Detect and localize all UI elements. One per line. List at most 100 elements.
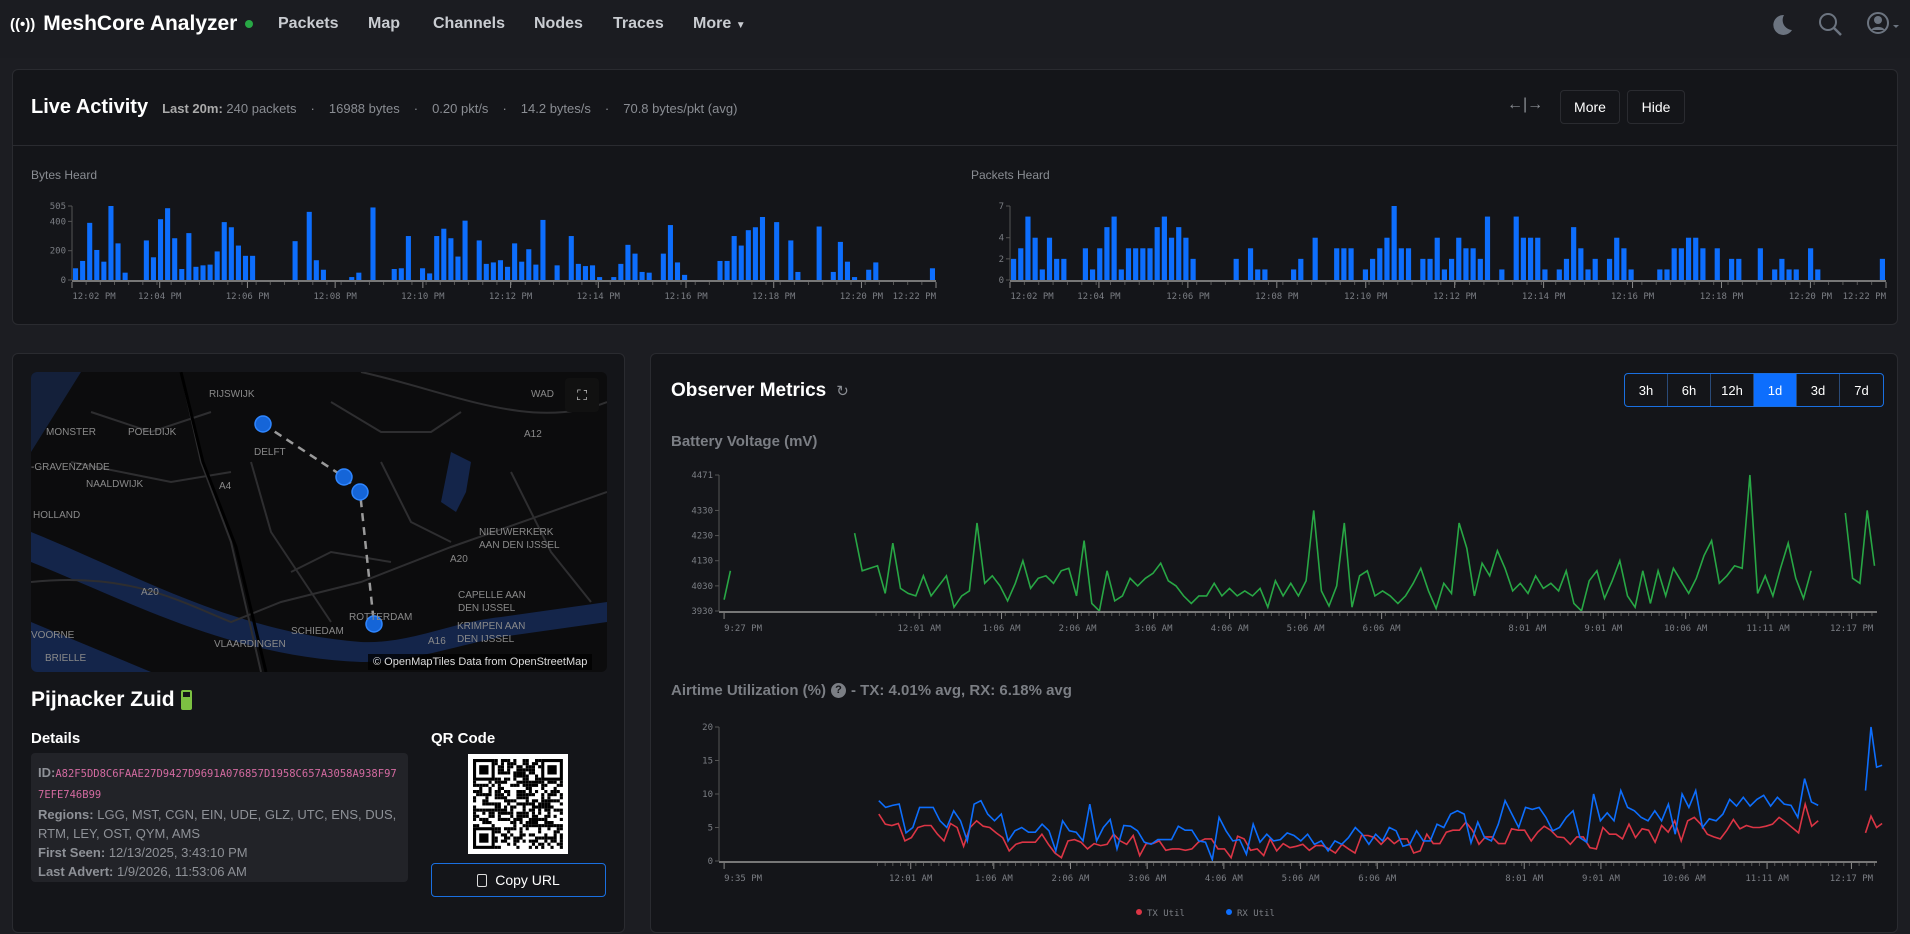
node-id[interactable]: A82F5DD8C6FAAE27D9427D9691A076857D1958C6… [38,768,397,801]
nav-channels[interactable]: Channels [433,15,506,32]
qr-module [513,799,517,803]
range-3h[interactable]: 3h [1625,374,1668,406]
x-tick-label: 12:22 PM [1843,292,1887,302]
qr-module [525,799,529,803]
qr-module [528,790,532,794]
map-label: RIJSWIJK [209,389,255,400]
qr-module [528,768,532,772]
help-icon[interactable]: ? [831,683,847,698]
qr-module [516,839,520,843]
user-account-icon[interactable] [1866,11,1902,37]
more-button[interactable]: More [1560,90,1620,124]
brand[interactable]: ((•)) MeshCore Analyzer [10,12,254,36]
map-label: A12 [524,429,542,440]
qr-module [513,805,517,809]
nav-packets[interactable]: Packets [278,15,339,32]
qr-module [541,793,545,797]
y-tick-label: 10 [702,790,713,800]
search-icon[interactable] [1817,11,1843,37]
copy-url-button[interactable]: Copy URL [431,863,606,897]
qr-module [525,814,529,818]
nav-traces[interactable]: Traces [613,15,664,32]
x-tick-label: 10:06 AM [1662,874,1706,884]
x-tick-label: 9:35 PM [724,874,763,884]
map-label: VOORNE [31,630,75,641]
bar [1449,258,1455,280]
dark-mode-moon-icon[interactable] [1768,12,1794,38]
qr-module [556,799,560,803]
node-card: RIJSWIJK MONSTER POELDIJK DELFT -GRAVENZANDE… [12,353,625,933]
qr-module [522,839,526,843]
bar [582,266,588,280]
qr-module [553,790,557,794]
bar [1513,216,1519,280]
qr-module [510,814,514,818]
qr-module [547,796,551,800]
qr-module [553,799,557,803]
qr-module [510,833,514,837]
qr-module [538,836,542,840]
bar [1700,248,1706,280]
map-label: A20 [450,554,468,565]
qr-module [500,839,504,843]
qr-module [507,790,511,794]
map-label: AAN DEN IJSSEL [479,540,560,551]
qr-module [541,786,545,790]
bar [1384,237,1390,280]
bytes-heard-chart: 0 200 400 505 12:02 PM 12:04 PM 12:06 PM 12:08 … [50,202,937,302]
qr-module [510,783,514,787]
battery-voltage-chart: 3930 4030 4130 4230 4330 4471 9:27 PM 12:01 AM 1… [691,471,1877,634]
bar [866,269,872,280]
fullscreen-icon[interactable]: ⛶ [565,378,599,412]
qr-module [507,768,511,772]
x-tick-label: 4:06 AM [1205,874,1244,884]
node-map[interactable]: RIJSWIJK MONSTER POELDIJK DELFT -GRAVENZANDE… [31,372,607,672]
x-tick-label: 2:06 AM [1052,874,1091,884]
bar [1161,216,1167,280]
bar [1104,227,1110,280]
nav-nodes[interactable]: Nodes [534,15,583,32]
qr-module [482,802,486,806]
nav-more[interactable]: More ▼ [693,15,746,33]
qr-module [547,811,551,815]
range-12h[interactable]: 12h [1711,374,1754,406]
qr-module [519,774,523,778]
y-tick-label: 0 [708,857,713,867]
bar [497,260,503,280]
bar [179,269,185,280]
bar [292,241,298,280]
expand-horizontal-icon[interactable]: ←|→ [1507,96,1544,113]
qr-module [556,790,560,794]
qr-module [553,830,557,834]
map-attribution[interactable]: © OpenMapTiles Data from OpenStreetMap [368,654,593,670]
hide-button[interactable]: Hide [1627,90,1685,124]
lake-area [441,452,471,512]
range-7d[interactable]: 7d [1854,382,1869,398]
range-3d[interactable]: 3d [1797,374,1840,406]
qr-module [547,824,551,828]
qr-module [531,780,535,784]
nav-map[interactable]: Map [368,15,400,32]
x-tick-label: 12:20 PM [1789,292,1833,302]
qr-module [507,765,511,769]
stat-bytes: 16988 bytes [328,101,400,116]
qr-module [473,780,477,784]
qr-module [504,759,508,763]
bar [1657,269,1663,280]
range-6h[interactable]: 6h [1668,374,1711,406]
qr-module [535,845,539,849]
range-1d[interactable]: 1d [1754,374,1797,406]
top-nav: ((•)) MeshCore Analyzer Packets Map Chan… [0,0,1910,58]
qr-module [528,783,532,787]
bar [724,260,730,280]
qr-module [553,824,557,828]
qr-module [522,780,526,784]
refresh-icon[interactable]: ↻ [836,383,849,400]
bar [462,220,468,280]
rx-util-line [878,778,1819,863]
qr-module [500,762,504,766]
qr-module [538,780,542,784]
bar [1441,269,1447,280]
map-label: NIEUWERKERK [479,527,554,538]
qr-module [497,793,501,797]
